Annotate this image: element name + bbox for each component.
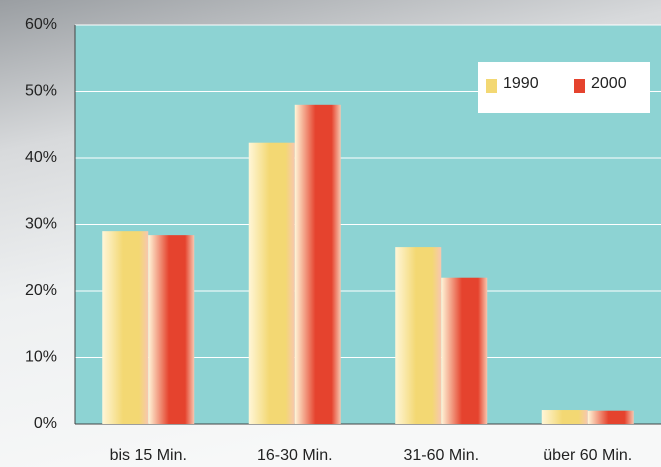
bar	[248, 142, 295, 424]
bar	[541, 410, 588, 424]
y-tick-label: 10%	[25, 349, 57, 366]
x-tick-label: 16-30 Min.	[257, 447, 333, 464]
y-tick-label: 30%	[25, 216, 57, 233]
bar	[587, 410, 634, 424]
x-tick-label: bis 15 Min.	[110, 447, 187, 464]
bar	[294, 104, 341, 425]
legend-swatch	[486, 79, 497, 93]
y-tick-label: 40%	[25, 149, 57, 166]
bar	[102, 231, 149, 424]
legend-label: 2000	[591, 75, 627, 92]
y-tick-label: 60%	[25, 16, 57, 33]
legend-box	[478, 62, 650, 113]
bar	[441, 277, 488, 424]
y-tick-label: 20%	[25, 282, 57, 299]
x-tick-label: 31-60 Min.	[403, 447, 479, 464]
legend-label: 1990	[503, 75, 539, 92]
legend-swatch	[574, 79, 585, 93]
bar	[395, 247, 442, 424]
bar	[148, 235, 195, 424]
y-tick-label: 0%	[34, 415, 57, 432]
x-tick-label: über 60 Min.	[543, 447, 632, 464]
y-tick-label: 50%	[25, 83, 57, 100]
